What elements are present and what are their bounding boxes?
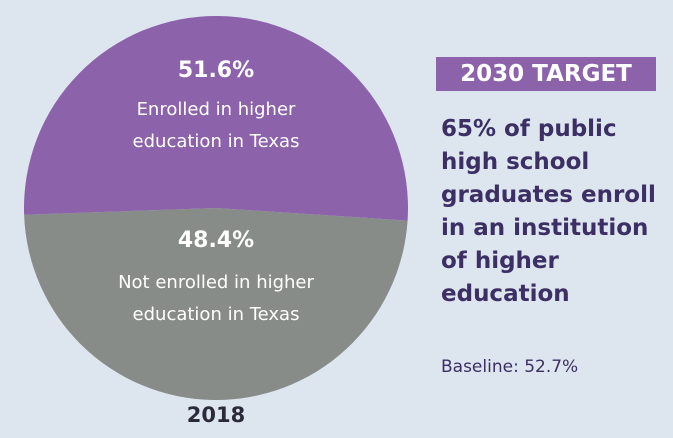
pie-slice bbox=[24, 16, 409, 221]
target-badge: 2030 TARGET bbox=[436, 57, 656, 91]
value-label: 48.4% bbox=[177, 228, 255, 253]
slice-label: Not enrolled in higher education in Texa… bbox=[118, 272, 314, 325]
target-text: 65% of public high school graduates enro… bbox=[441, 116, 656, 307]
baseline: Baseline: 52.7% bbox=[441, 357, 579, 377]
pie-slice bbox=[24, 208, 408, 401]
value-label: 51.6% bbox=[177, 58, 255, 83]
slice-label: Enrolled in higher education in Texas bbox=[132, 99, 300, 152]
caption: 2018 bbox=[186, 403, 246, 427]
